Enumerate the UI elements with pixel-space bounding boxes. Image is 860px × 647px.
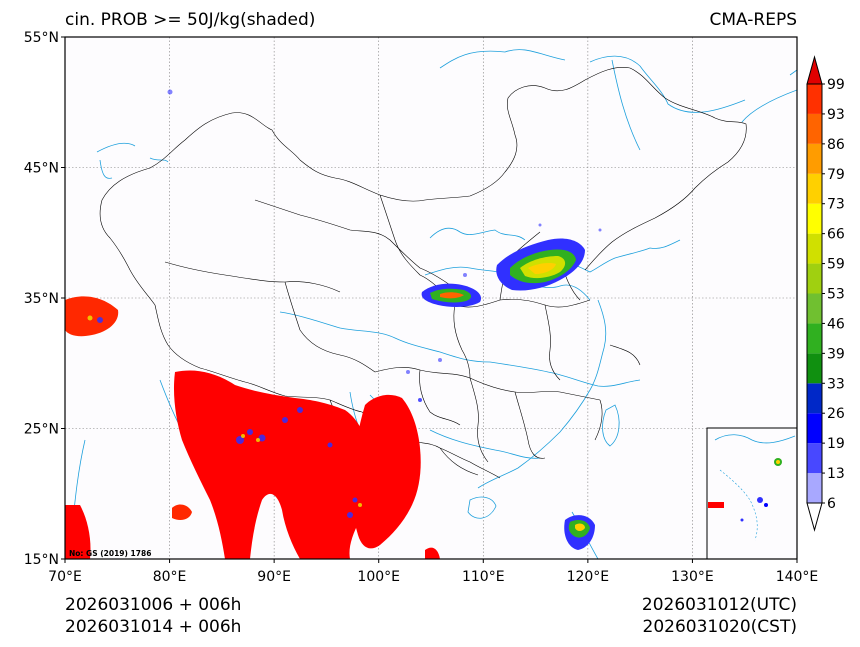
lon-tick-label: 110°E — [462, 569, 505, 585]
border-shaanxi — [453, 304, 471, 379]
model-name: CMA-REPS — [709, 10, 797, 30]
boundaries — [99, 67, 747, 479]
colorbar-level-label: 79 — [827, 167, 845, 183]
lon-tick-label: 90°E — [257, 569, 291, 585]
colorbar-bin — [807, 413, 822, 444]
shade-hexi — [421, 283, 482, 307]
map-content — [65, 37, 797, 559]
coast-sakhalin — [741, 89, 797, 123]
colorbar-level-label: 73 — [827, 197, 845, 213]
colorbar-extend-min — [806, 502, 823, 532]
map-panel[interactable]: No: GS (2019) 1786 — [64, 36, 798, 560]
colorbar: 6 13 19 26 33 39 46 53 59 66 73 79 86 93 99 — [806, 55, 845, 532]
border-jiangxi — [514, 391, 546, 459]
coast-hainan — [467, 496, 497, 519]
colorbar-level-label: 39 — [827, 346, 845, 362]
lon-tick-label: 70°E — [48, 569, 82, 585]
coast-okhotsk — [789, 69, 797, 76]
lat-tick-label: 45°N — [24, 161, 59, 177]
colorbar-bin — [807, 233, 822, 264]
river-yellow-north — [429, 227, 526, 241]
lon-tick-label: 100°E — [357, 569, 400, 585]
probability-shading — [65, 89, 602, 559]
border-qinghai — [284, 281, 376, 373]
valid-time-utc: 2026031012(UTC) — [642, 595, 797, 615]
border-zhejiang — [609, 344, 641, 366]
river-ili — [149, 157, 169, 163]
river-amur-north — [439, 49, 566, 69]
lon-tick-label: 140°E — [776, 569, 819, 585]
lake-balkhash — [96, 143, 136, 153]
colorbar-bin — [807, 383, 822, 414]
border-north — [101, 67, 747, 271]
map-title: cin. PROB >= 50J/kg(shaded) — [65, 10, 315, 30]
colorbar-bin — [807, 173, 822, 204]
colorbar-level-label: 93 — [827, 107, 845, 123]
colorbar-bin — [807, 443, 822, 474]
coast-bohai — [559, 239, 681, 273]
river-nen — [611, 59, 641, 151]
lon-tick-label: 120°E — [567, 569, 610, 585]
shade-myanmar — [351, 394, 421, 549]
colorbar-level-label: 99 — [827, 77, 845, 93]
colorbar-bin — [807, 263, 822, 294]
border-guangxi — [439, 447, 479, 476]
coast-taiwan — [602, 404, 620, 447]
colorbar-level-label: 46 — [827, 316, 845, 332]
border-central — [374, 367, 601, 401]
river-pearl — [429, 429, 541, 459]
lon-tick-label: 130°E — [671, 569, 714, 585]
border-xinjiang-tibet — [164, 261, 341, 293]
lon-tick-label: 80°E — [153, 569, 187, 585]
lat-tick-label: 35°N — [24, 291, 59, 307]
inset-map — [706, 427, 798, 560]
lat-tick-label: 55°N — [24, 30, 59, 46]
colorbar-level-label: 66 — [827, 227, 845, 243]
colorbar-level-label: 6 — [827, 496, 836, 512]
lake-issyk — [99, 159, 113, 179]
colorbar-bin — [807, 353, 822, 384]
colorbar-bin — [807, 473, 822, 503]
latitude-axis: 55°N 45°N 35°N 25°N 15°N — [24, 30, 65, 568]
border-southwest — [99, 199, 389, 420]
longitude-axis: 70°E 80°E 90°E 100°E 110°E 120°E 130°E 140°E — [48, 559, 818, 585]
shade-scattered — [167, 89, 602, 374]
colorbar-bin — [807, 84, 822, 114]
colorbar-bin — [807, 113, 822, 144]
shade-north-china — [496, 238, 585, 291]
border-fujian — [594, 399, 603, 441]
init-time-utc: 2026031006 + 006h — [65, 595, 241, 615]
shade-philippines — [564, 515, 595, 550]
border-central-north — [454, 298, 591, 308]
border-guizhou — [419, 369, 461, 426]
map-approval-number: No: GS (2019) 1786 — [69, 549, 151, 558]
colorbar-level-label: 13 — [827, 466, 845, 482]
colorbar-bin — [807, 203, 822, 234]
border-hunan — [469, 377, 489, 463]
colorbar-bin — [807, 323, 822, 354]
river-amur — [589, 55, 746, 113]
colorbar-level-label: 19 — [827, 436, 845, 452]
border-henan — [544, 304, 561, 381]
shade-arabian — [65, 505, 91, 559]
border-gansu — [254, 199, 451, 286]
colorbar-level-label: 59 — [827, 257, 845, 273]
colorbar-extend-max — [806, 55, 823, 85]
colorbar-level-label: 86 — [827, 137, 845, 153]
colorbar-level-label: 26 — [827, 406, 845, 422]
shade-india — [173, 370, 371, 559]
river-yangtze — [279, 311, 641, 387]
colorbar-bin — [807, 143, 822, 174]
colorbar-bin — [807, 293, 822, 324]
lat-tick-label: 25°N — [24, 422, 59, 438]
valid-time-cst: 2026031020(CST) — [643, 617, 797, 637]
colorbar-level-label: 33 — [827, 376, 845, 392]
coast-east — [477, 299, 607, 489]
shade-south-india-spot — [172, 504, 192, 520]
colorbar-level-label: 53 — [827, 287, 845, 303]
lat-tick-label: 15°N — [24, 552, 59, 568]
init-time-cst: 2026031014 + 006h — [65, 617, 241, 637]
shade-bottom — [425, 547, 440, 559]
